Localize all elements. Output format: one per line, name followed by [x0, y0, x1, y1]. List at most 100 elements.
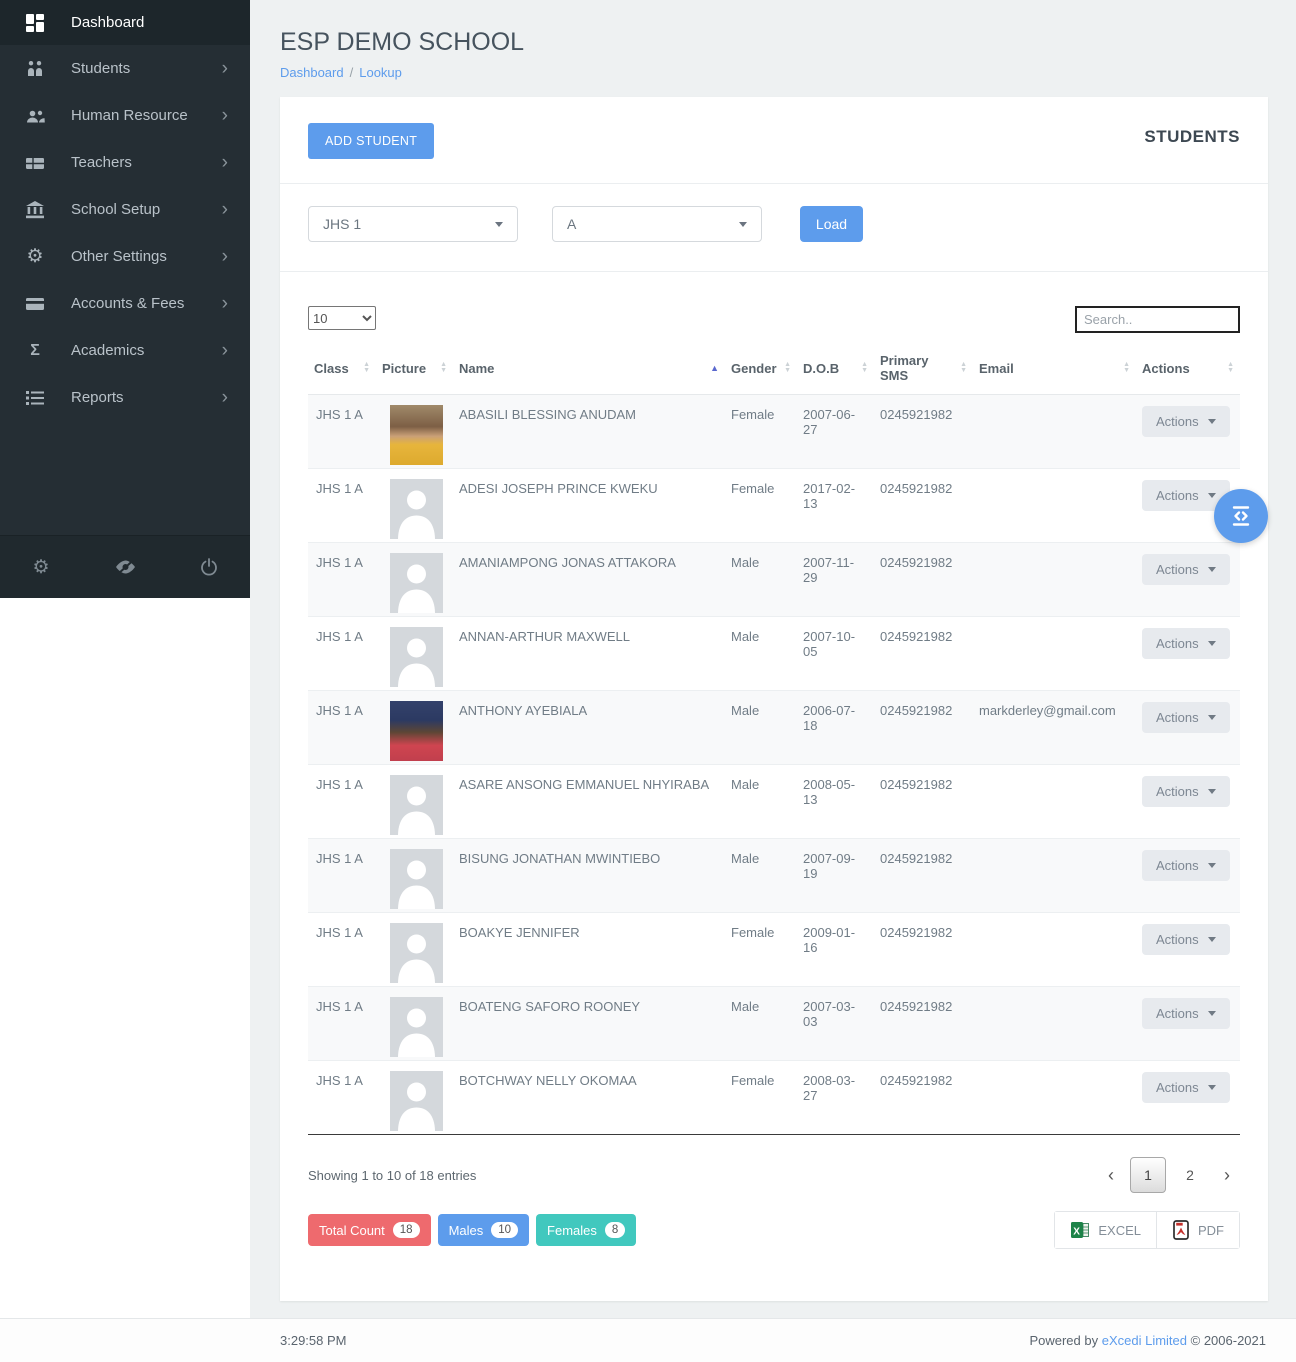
name-cell: ANNAN-ARTHUR MAXWELL	[453, 616, 725, 691]
badge-count: 10	[491, 1222, 519, 1238]
actions-button[interactable]: Actions	[1142, 924, 1230, 955]
table-row[interactable]: JHS 1 A ABASILI BLESSING ANUDAM Female 2…	[308, 394, 1240, 469]
actions-button-label: Actions	[1156, 858, 1199, 873]
column-label: Primary SMS	[880, 353, 929, 383]
page-length-select[interactable]: 10	[308, 306, 376, 330]
pagination-next-icon[interactable]: ›	[1224, 1164, 1230, 1185]
name-cell: BOTCHWAY NELLY OKOMAA	[453, 1060, 725, 1135]
student-avatar[interactable]	[390, 775, 443, 835]
pagination-prev-icon[interactable]: ‹	[1108, 1164, 1114, 1185]
column-label: Picture	[382, 360, 427, 376]
actions-button[interactable]: Actions	[1142, 998, 1230, 1029]
load-button[interactable]: Load	[800, 206, 863, 242]
sort-icon: ▲ ▼	[363, 361, 370, 374]
sidebar-item-academics[interactable]: Σ Academics ›	[0, 327, 250, 374]
student-avatar[interactable]	[390, 997, 443, 1057]
actions-button[interactable]: Actions	[1142, 1072, 1230, 1103]
breadcrumb: Dashboard / Lookup	[280, 65, 1268, 80]
dob-cell: 2007-11-29	[797, 542, 874, 617]
student-avatar[interactable]	[390, 701, 443, 761]
sidebar-item-school-setup[interactable]: School Setup ›	[0, 186, 250, 233]
student-avatar[interactable]	[390, 923, 443, 983]
student-avatar[interactable]	[390, 553, 443, 613]
gear-icon[interactable]: ⚙	[32, 556, 50, 578]
table-controls: 10	[308, 306, 1240, 333]
table-row[interactable]: JHS 1 A ANTHONY AYEBIALA Male 2006-07-18…	[308, 690, 1240, 765]
males-badge[interactable]: Males 10	[437, 1214, 530, 1246]
sidebar-item-students[interactable]: Students ›	[0, 45, 250, 92]
sidebar-item-dashboard[interactable]: Dashboard ›	[0, 0, 250, 45]
table-header-row: Class ▲ ▼ Picture ▲ ▼ Name ▲ Gender ▲ ▼ D.O.B ▲ ▼ Prim…	[308, 345, 1240, 395]
export-pdf-button[interactable]: PDF	[1156, 1212, 1239, 1248]
pagination-page-1[interactable]: 1	[1130, 1157, 1166, 1193]
column-header-gender[interactable]: Gender ▲ ▼	[725, 345, 797, 395]
pagination-page-2[interactable]: 2	[1186, 1167, 1194, 1183]
females-badge[interactable]: Females 8	[536, 1214, 637, 1246]
breadcrumb-dashboard-link[interactable]: Dashboard	[280, 65, 344, 80]
student-avatar[interactable]	[390, 405, 443, 465]
section-select[interactable]: A	[552, 206, 762, 242]
dob-cell: 2008-05-13	[797, 764, 874, 839]
actions-button[interactable]: Actions	[1142, 776, 1230, 807]
chevron-down-icon	[1207, 567, 1216, 572]
actions-button-label: Actions	[1156, 636, 1199, 651]
column-header-d-o-b[interactable]: D.O.B ▲ ▼	[797, 345, 874, 395]
table-row[interactable]: JHS 1 A AMANIAMPONG JONAS ATTAKORA Male …	[308, 542, 1240, 617]
actions-button[interactable]: Actions	[1142, 702, 1230, 733]
column-header-actions[interactable]: Actions ▲ ▼	[1136, 345, 1240, 395]
entries-summary: Showing 1 to 10 of 18 entries	[308, 1167, 477, 1183]
table-row[interactable]: JHS 1 A BOATENG SAFORO ROONEY Male 2007-…	[308, 986, 1240, 1061]
column-header-email[interactable]: Email ▲ ▼	[973, 345, 1136, 395]
total-count-badge[interactable]: Total Count 18	[308, 1214, 431, 1246]
section-select-value: A	[567, 216, 577, 232]
gender-cell: Male	[725, 838, 797, 913]
actions-button[interactable]: Actions	[1142, 850, 1230, 881]
actions-button[interactable]: Actions	[1142, 406, 1230, 437]
export-excel-button[interactable]: X EXCEL	[1055, 1212, 1156, 1248]
student-avatar[interactable]	[390, 849, 443, 909]
person-silhouette-icon	[398, 1008, 435, 1057]
table-row[interactable]: JHS 1 A BISUNG JONATHAN MWINTIEBO Male 2…	[308, 838, 1240, 913]
column-header-class[interactable]: Class ▲ ▼	[308, 345, 376, 395]
power-icon[interactable]	[196, 554, 222, 580]
sidebar-item-other-settings[interactable]: ⚙ Other Settings ›	[0, 233, 250, 280]
chevron-down-icon	[1207, 1011, 1216, 1016]
gender-cell: Male	[725, 542, 797, 617]
pdf-icon	[1172, 1220, 1190, 1240]
chevron-down-icon	[739, 221, 747, 227]
column-header-primary-sms[interactable]: Primary SMS ▲ ▼	[874, 345, 973, 395]
picture-cell	[376, 912, 453, 987]
sidebar-item-human-resource[interactable]: Human Resource ›	[0, 92, 250, 139]
floating-action-button[interactable]	[1214, 489, 1268, 543]
table-row[interactable]: JHS 1 A BOAKYE JENNIFER Female 2009-01-1…	[308, 912, 1240, 987]
sidebar: Dashboard › Students › Human Resource › …	[0, 0, 250, 598]
chevron-right-icon: ›	[221, 199, 228, 220]
search-input[interactable]	[1075, 306, 1240, 333]
dob-cell: 2007-06-27	[797, 394, 874, 469]
sidebar-item-teachers[interactable]: Teachers ›	[0, 139, 250, 186]
dob-cell: 2007-10-05	[797, 616, 874, 691]
column-header-picture[interactable]: Picture ▲ ▼	[376, 345, 453, 395]
table-row[interactable]: JHS 1 A ADESI JOSEPH PRINCE KWEKU Female…	[308, 468, 1240, 543]
actions-button[interactable]: Actions	[1142, 628, 1230, 659]
table-row[interactable]: JHS 1 A BOTCHWAY NELLY OKOMAA Female 200…	[308, 1060, 1240, 1135]
breadcrumb-lookup-link[interactable]: Lookup	[359, 65, 402, 80]
student-avatar[interactable]	[390, 627, 443, 687]
column-header-name[interactable]: Name ▲	[453, 345, 725, 395]
chevron-down-icon	[1207, 641, 1216, 646]
class-select[interactable]: JHS 1	[308, 206, 518, 242]
powered-by-prefix: Powered by	[1029, 1333, 1099, 1348]
student-avatar[interactable]	[390, 479, 443, 539]
company-link[interactable]: eXcedi Limited	[1101, 1333, 1188, 1348]
sidebar-item-accounts-fees[interactable]: Accounts & Fees ›	[0, 280, 250, 327]
dob-cell: 2008-03-27	[797, 1060, 874, 1135]
table-row[interactable]: JHS 1 A ASARE ANSONG EMMANUEL NHYIRABA M…	[308, 764, 1240, 839]
eye-slash-icon[interactable]	[112, 554, 138, 580]
actions-button[interactable]: Actions	[1142, 554, 1230, 585]
gender-cell: Female	[725, 1060, 797, 1135]
table-row[interactable]: JHS 1 A ANNAN-ARTHUR MAXWELL Male 2007-1…	[308, 616, 1240, 691]
add-student-button[interactable]: ADD STUDENT	[308, 123, 435, 159]
primary-sms-cell: 0245921982	[874, 394, 973, 469]
student-avatar[interactable]	[390, 1071, 443, 1131]
sidebar-item-reports[interactable]: Reports ›	[0, 374, 250, 421]
